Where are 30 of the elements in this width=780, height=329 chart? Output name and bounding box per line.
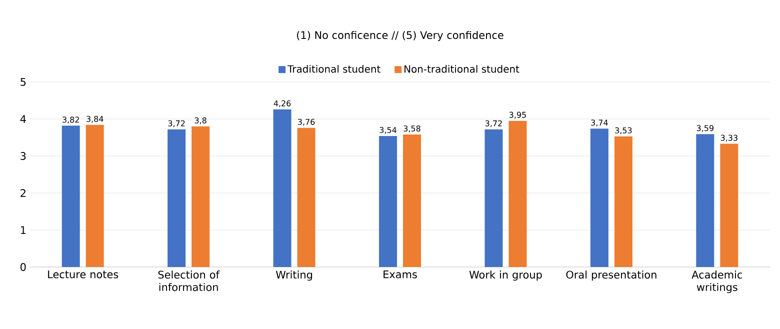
x-tick-label: Academic writings [692, 270, 742, 294]
bar [192, 126, 210, 267]
bar [297, 128, 316, 267]
bar [273, 109, 292, 267]
bar [720, 144, 738, 267]
y-tick-label: 0 [20, 263, 26, 271]
bar [62, 126, 80, 267]
bar [403, 134, 421, 267]
bar [86, 124, 104, 267]
x-tick-label: Oral presentation [566, 270, 656, 281]
bar [484, 129, 503, 267]
x-tick-label: Writing [276, 270, 312, 281]
legend-label: Traditional student [288, 65, 380, 73]
bar [696, 134, 714, 267]
bar [379, 136, 397, 267]
x-tick-label: Lecture notes [48, 270, 118, 278]
x-tick-label: Selection of information [158, 270, 220, 292]
y-tick-label: 5 [20, 78, 26, 86]
bar [508, 120, 527, 267]
chart-title: (1) No conficence // (5) Very confidence [297, 30, 504, 42]
bar [590, 128, 608, 267]
legend-label: Non-traditional student [404, 65, 520, 73]
bar [614, 136, 632, 267]
bar [168, 129, 186, 267]
y-tick-label: 1 [20, 226, 26, 234]
x-tick-label: Work in group [469, 270, 542, 281]
x-tick-label: Exams [384, 270, 417, 278]
y-tick-label: 3 [20, 152, 26, 160]
y-tick-label: 2 [20, 189, 26, 197]
y-tick-label: 4 [20, 115, 26, 123]
